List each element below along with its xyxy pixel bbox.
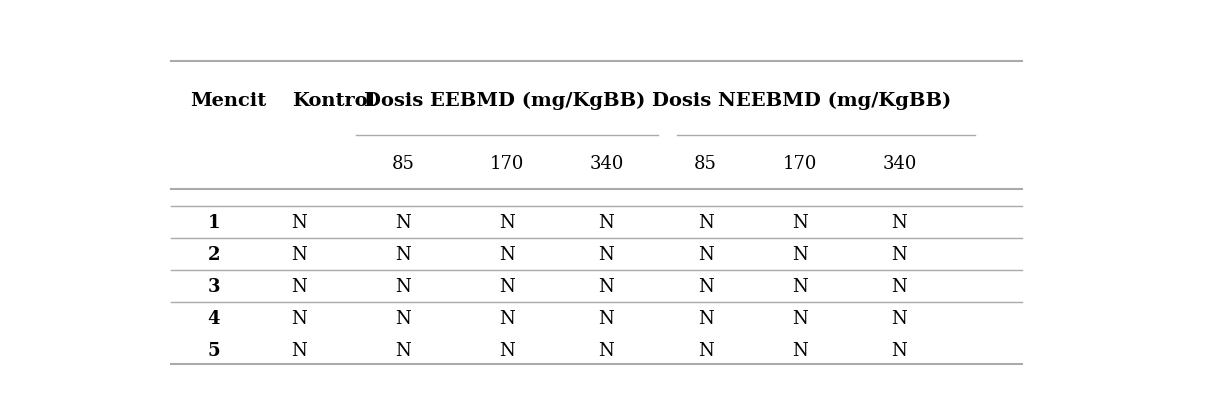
Text: N: N (395, 214, 411, 232)
Text: 340: 340 (589, 155, 623, 173)
Text: N: N (599, 309, 614, 327)
Text: N: N (698, 246, 714, 263)
Text: 170: 170 (783, 155, 817, 173)
Text: 85: 85 (694, 155, 717, 173)
Text: N: N (395, 341, 411, 359)
Text: Dosis NEEBMD (mg/KgBB): Dosis NEEBMD (mg/KgBB) (653, 91, 952, 109)
Text: N: N (698, 309, 714, 327)
Text: N: N (499, 341, 515, 359)
Text: N: N (698, 341, 714, 359)
Text: N: N (698, 278, 714, 295)
Text: N: N (395, 278, 411, 295)
Text: N: N (792, 278, 808, 295)
Text: 85: 85 (392, 155, 415, 173)
Text: N: N (792, 309, 808, 327)
Text: N: N (892, 214, 908, 232)
Text: N: N (599, 214, 614, 232)
Text: N: N (292, 309, 307, 327)
Text: N: N (499, 246, 515, 263)
Text: N: N (599, 341, 614, 359)
Text: 5: 5 (207, 341, 221, 359)
Text: N: N (395, 246, 411, 263)
Text: N: N (698, 214, 714, 232)
Text: N: N (395, 309, 411, 327)
Text: N: N (292, 246, 307, 263)
Text: Dosis EEBMD (mg/KgBB): Dosis EEBMD (mg/KgBB) (364, 91, 645, 109)
Text: 340: 340 (882, 155, 916, 173)
Text: N: N (499, 278, 515, 295)
Text: 4: 4 (207, 309, 220, 327)
Text: N: N (292, 278, 307, 295)
Text: Kontrol: Kontrol (293, 91, 376, 109)
Text: N: N (499, 309, 515, 327)
Text: N: N (599, 246, 614, 263)
Text: N: N (892, 246, 908, 263)
Text: N: N (892, 309, 908, 327)
Text: N: N (792, 341, 808, 359)
Text: N: N (892, 341, 908, 359)
Text: 170: 170 (490, 155, 525, 173)
Text: N: N (499, 214, 515, 232)
Text: 1: 1 (207, 214, 220, 232)
Text: N: N (892, 278, 908, 295)
Text: N: N (792, 246, 808, 263)
Text: 3: 3 (207, 278, 220, 295)
Text: N: N (292, 214, 307, 232)
Text: N: N (292, 341, 307, 359)
Text: Mencit: Mencit (190, 91, 266, 109)
Text: 2: 2 (207, 246, 220, 263)
Text: N: N (599, 278, 614, 295)
Text: N: N (792, 214, 808, 232)
